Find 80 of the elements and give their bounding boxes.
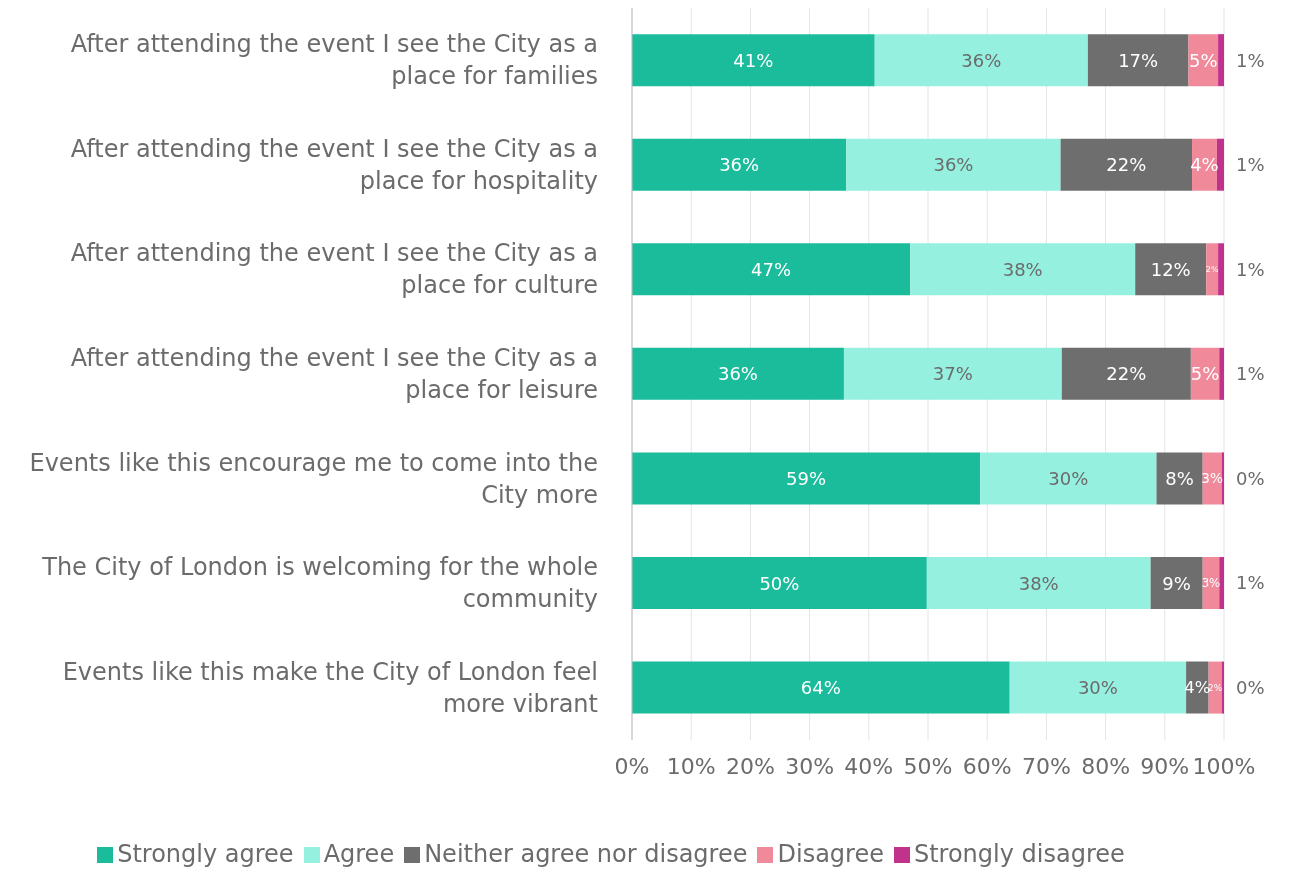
- x-tick-label: 0%: [614, 753, 650, 779]
- bar: [632, 243, 911, 296]
- legend-label: Neither agree nor disagree: [424, 840, 748, 868]
- bar: [1087, 34, 1189, 87]
- data-label: 38%: [1018, 572, 1059, 594]
- data-label: 3%: [1201, 576, 1221, 590]
- data-label: 8%: [1165, 467, 1194, 489]
- legend-label: Strongly agree: [117, 840, 294, 868]
- bar: [874, 34, 1088, 87]
- data-label: 30%: [1048, 467, 1089, 489]
- data-label: 1%: [1236, 49, 1265, 71]
- data-label: 12%: [1150, 258, 1191, 280]
- data-label: 30%: [1077, 677, 1118, 699]
- x-tick-label: 30%: [785, 753, 835, 779]
- data-label: 22%: [1106, 363, 1147, 385]
- y-tick-label: After attending the event I see the City as a place for hospitality: [70, 134, 598, 195]
- bar: [980, 452, 1157, 505]
- data-label: 41%: [733, 49, 774, 71]
- data-label: 37%: [932, 363, 973, 385]
- legend-label: Strongly disagree: [913, 840, 1125, 868]
- bar: [632, 34, 875, 87]
- bar: [1216, 138, 1224, 191]
- x-tick-label: 60%: [962, 753, 1012, 779]
- bar: [1219, 557, 1224, 609]
- data-label: 38%: [1002, 258, 1043, 280]
- data-label: 1%: [1236, 154, 1265, 176]
- bar: [843, 347, 1062, 400]
- x-tick-label: 40%: [844, 753, 894, 779]
- bar: [1135, 243, 1207, 296]
- bar: [1061, 347, 1191, 400]
- bar: [846, 138, 1061, 191]
- x-tick-label: 20%: [725, 753, 775, 779]
- data-label: 50%: [759, 572, 800, 594]
- bar: [1206, 243, 1219, 296]
- x-tick-label: 90%: [1140, 753, 1190, 779]
- data-label: 1%: [1236, 363, 1265, 385]
- data-label: 5%: [1190, 363, 1220, 385]
- legend-label: Disagree: [777, 840, 884, 868]
- bar: [632, 452, 981, 505]
- x-tick-label: 80%: [1081, 753, 1131, 779]
- legend-label: Agree: [323, 840, 395, 868]
- bar: [1060, 138, 1193, 191]
- bar: [926, 557, 1151, 609]
- x-tick-label: 70%: [1021, 753, 1071, 779]
- y-tick-label: After attending the event I see the City as a place for families: [70, 30, 598, 91]
- bar: [632, 661, 1010, 714]
- bar: [1218, 243, 1224, 296]
- bar: [632, 557, 927, 609]
- bar: [632, 138, 847, 191]
- data-label: 64%: [800, 677, 841, 699]
- data-label: 47%: [751, 258, 792, 280]
- y-tick-label: Events like this make the City of London feel more vibrant: [62, 657, 598, 718]
- bar: [632, 347, 844, 400]
- data-label: 0%: [1236, 676, 1265, 698]
- bar: [910, 243, 1136, 296]
- data-label: 1%: [1236, 258, 1265, 280]
- y-tick-label: The City of London is welcoming for the whole community: [41, 553, 598, 614]
- data-label: 36%: [719, 154, 760, 176]
- bar: [1218, 34, 1224, 87]
- x-tick-label: 100%: [1192, 753, 1256, 779]
- y-tick-label: After attending the event I see the City as a place for leisure: [70, 344, 598, 404]
- data-label: 22%: [1106, 154, 1147, 176]
- bar: [1208, 661, 1222, 714]
- x-tick-label: 10%: [666, 753, 716, 779]
- data-label: 36%: [717, 363, 758, 385]
- data-label: 1%: [1236, 572, 1265, 594]
- data-label: 17%: [1118, 49, 1159, 71]
- x-tick-label: 50%: [903, 753, 953, 779]
- y-tick-label: Events like this encourage me to come into the City more: [29, 448, 598, 509]
- data-label: 5%: [1189, 49, 1218, 71]
- data-label: 36%: [933, 154, 974, 176]
- data-label: 36%: [961, 49, 1002, 71]
- bar: [1156, 452, 1203, 505]
- bar: [1009, 661, 1187, 714]
- data-label: 0%: [1236, 467, 1265, 489]
- bar: [1219, 347, 1224, 400]
- data-label: 59%: [786, 467, 827, 489]
- y-tick-label: After attending the event I see the City as a place for culture: [70, 239, 598, 300]
- data-label: 9%: [1162, 572, 1191, 594]
- bar: [1150, 557, 1203, 609]
